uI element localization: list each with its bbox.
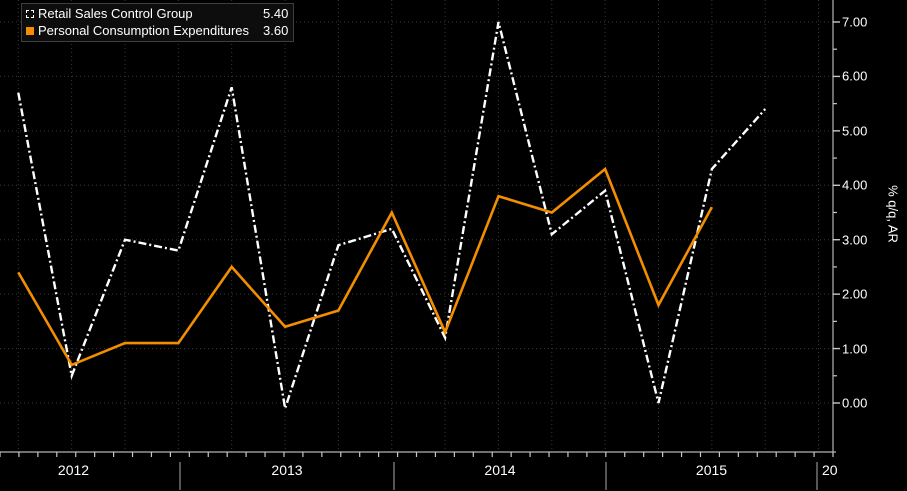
y-axis-tick-label: 7.00	[842, 14, 868, 30]
x-axis-year-label: 2015	[695, 462, 728, 478]
x-axis-year-label: 20	[822, 462, 838, 478]
filled-square-icon	[26, 26, 34, 35]
y-axis-tick-label: 2.00	[842, 286, 868, 302]
y-axis-tick-label: 1.00	[842, 341, 868, 357]
legend-value-pce: 3.60	[263, 23, 289, 38]
y-axis-tick-label: 3.00	[842, 232, 868, 248]
retail-sales-line[interactable]	[17, 21, 767, 409]
y-axis-tick-label: 0.00	[842, 395, 868, 411]
legend-item-retail-sales[interactable]: Retail Sales Control Group 5.40	[26, 5, 288, 22]
legend-item-pce[interactable]: Personal Consumption Expenditures 3.60	[26, 22, 288, 39]
legend-value-retail-sales: 5.40	[263, 6, 289, 21]
y-axis-title: % q/q, AR	[885, 185, 901, 243]
legend-label-retail-sales: Retail Sales Control Group	[38, 6, 193, 21]
x-axis-year-label: 2013	[271, 462, 303, 478]
x-axis-year-label: 2014	[484, 462, 516, 478]
dashed-square-icon	[26, 9, 34, 18]
legend: Retail Sales Control Group 5.40 Personal…	[21, 3, 295, 42]
y-axis-tick-label: 4.00	[842, 177, 868, 193]
pce-line[interactable]	[17, 166, 714, 367]
y-axis-tick-label: 5.00	[842, 123, 868, 139]
x-axis-year-label: 2012	[57, 462, 90, 478]
legend-label-pce: Personal Consumption Expenditures	[38, 23, 250, 38]
y-axis-tick-label: 6.00	[842, 68, 868, 84]
